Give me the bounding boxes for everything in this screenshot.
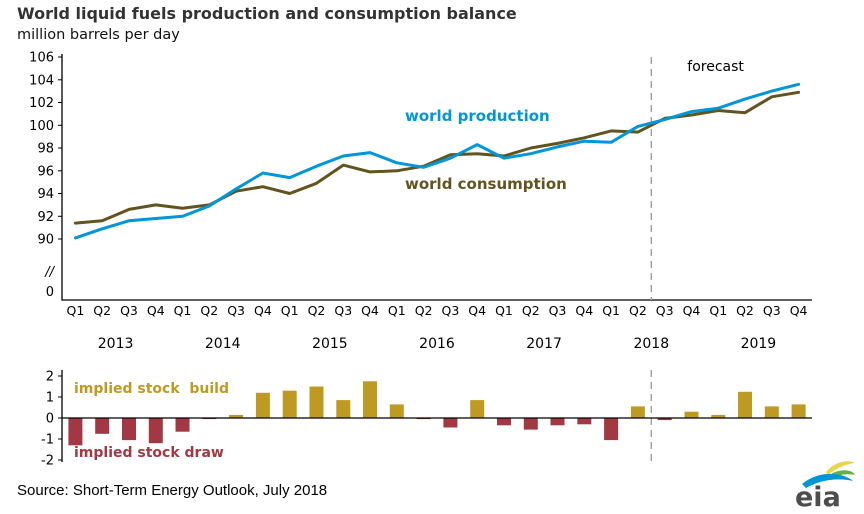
stock-build-label: implied stock build bbox=[74, 381, 229, 397]
eia-logo: eia bbox=[792, 460, 856, 513]
stock-bar bbox=[95, 418, 110, 434]
main-axes bbox=[61, 54, 812, 301]
stock-bar bbox=[523, 418, 538, 430]
y-tick-label: 96 bbox=[37, 164, 54, 179]
x-quarter-label: Q1 bbox=[495, 303, 513, 318]
stock-bar bbox=[684, 411, 699, 418]
stock-bar bbox=[791, 404, 806, 419]
y-tick-label: 92 bbox=[37, 210, 54, 225]
stock-bar bbox=[711, 414, 726, 418]
production-label: world production bbox=[405, 107, 550, 125]
x-quarter-label: Q1 bbox=[602, 303, 620, 318]
x-quarter-label: Q2 bbox=[522, 303, 540, 318]
x-year-label: 2019 bbox=[741, 336, 777, 352]
consumption-label: world consumption bbox=[405, 175, 567, 193]
stock-bar bbox=[389, 404, 404, 419]
x-quarter-label: Q3 bbox=[120, 303, 138, 318]
x-quarter-label: Q3 bbox=[442, 303, 460, 318]
x-year-label: 2016 bbox=[419, 336, 455, 352]
y-tick-label: 106 bbox=[29, 51, 54, 66]
x-quarter-label: Q1 bbox=[388, 303, 406, 318]
x-quarter-label: Q1 bbox=[709, 303, 727, 318]
stock-bar bbox=[630, 406, 645, 418]
x-quarter-label: Q4 bbox=[683, 303, 701, 318]
stock-bar bbox=[229, 414, 244, 418]
y-tick-label: 102 bbox=[29, 96, 54, 111]
x-quarter-label: Q3 bbox=[763, 303, 781, 318]
y-tick-label: 94 bbox=[37, 187, 54, 202]
chart-title: World liquid fuels production and consum… bbox=[17, 4, 517, 23]
x-quarter-label: Q2 bbox=[200, 303, 218, 318]
x-quarter-label: Q2 bbox=[93, 303, 111, 318]
bar-y-tick-label: -1 bbox=[41, 433, 54, 448]
x-year-label: 2014 bbox=[205, 336, 241, 352]
y-tick-label: 104 bbox=[29, 73, 54, 88]
eia-logo-leaf-green bbox=[828, 470, 855, 480]
stock-bar bbox=[497, 418, 511, 426]
x-quarter-label: Q1 bbox=[281, 303, 299, 318]
x-quarter-label: Q4 bbox=[254, 303, 272, 318]
x-quarter-label: Q3 bbox=[656, 303, 674, 318]
stock-bar bbox=[148, 418, 163, 444]
stock-bar bbox=[175, 418, 190, 432]
x-quarter-label: Q3 bbox=[334, 303, 352, 318]
x-quarter-label: Q2 bbox=[415, 303, 433, 318]
chart-subtitle: million barrels per day bbox=[17, 27, 180, 43]
forecast-label: forecast bbox=[687, 59, 744, 75]
eia-logo-swoosh-blue bbox=[802, 473, 853, 488]
eia-logo-leaf-yellow bbox=[826, 461, 855, 475]
x-quarter-label: Q4 bbox=[147, 303, 165, 318]
source-text: Source: Short-Term Energy Outlook, July … bbox=[17, 482, 328, 499]
y-zero-label: 0 bbox=[46, 285, 54, 300]
x-year-label: 2017 bbox=[526, 336, 562, 352]
bar-y-tick-label: 0 bbox=[46, 412, 54, 427]
x-quarter-label: Q1 bbox=[67, 303, 85, 318]
stock-bar bbox=[764, 406, 779, 418]
stock-bar bbox=[604, 418, 619, 441]
stock-bar bbox=[443, 418, 458, 428]
x-quarter-label: Q4 bbox=[361, 303, 379, 318]
eia-logo-graphic: eia bbox=[795, 461, 855, 513]
stock-draw-label: implied stock draw bbox=[74, 445, 224, 461]
y-tick-label: 98 bbox=[37, 142, 54, 157]
x-quarter-label: Q4 bbox=[790, 303, 808, 318]
stock-bar bbox=[309, 386, 324, 418]
x-quarter-label: Q2 bbox=[629, 303, 647, 318]
stock-bar bbox=[738, 391, 752, 419]
stock-bar bbox=[122, 418, 136, 441]
stock-bar bbox=[657, 418, 672, 421]
stock-bar bbox=[577, 418, 592, 425]
x-year-label: 2013 bbox=[98, 336, 134, 352]
stock-bar bbox=[550, 418, 565, 426]
bar-y-tick-label: 1 bbox=[46, 391, 54, 406]
stock-bar bbox=[470, 400, 485, 418]
stock-bar bbox=[68, 418, 83, 446]
y-axis-break: // bbox=[44, 265, 55, 280]
y-tick-label: 100 bbox=[29, 119, 54, 134]
x-quarter-label: Q2 bbox=[308, 303, 326, 318]
stock-bar bbox=[336, 400, 351, 418]
x-quarter-label: Q2 bbox=[736, 303, 754, 318]
x-quarter-label: Q1 bbox=[174, 303, 192, 318]
x-year-label: 2015 bbox=[312, 336, 348, 352]
x-quarter-label: Q4 bbox=[468, 303, 486, 318]
bar-y-tick-label: 2 bbox=[46, 370, 54, 385]
stock-bar bbox=[363, 381, 377, 419]
x-quarter-label: Q3 bbox=[549, 303, 567, 318]
stock-bar bbox=[282, 390, 297, 418]
x-year-label: 2018 bbox=[633, 336, 669, 352]
x-quarter-label: Q3 bbox=[227, 303, 245, 318]
stock-bar bbox=[255, 392, 270, 418]
eia-logo-text: eia bbox=[795, 482, 841, 510]
production-line bbox=[73, 82, 801, 240]
x-quarter-label: Q4 bbox=[575, 303, 593, 318]
bar-y-tick-label: -2 bbox=[41, 454, 54, 469]
y-tick-label: 90 bbox=[37, 233, 54, 248]
